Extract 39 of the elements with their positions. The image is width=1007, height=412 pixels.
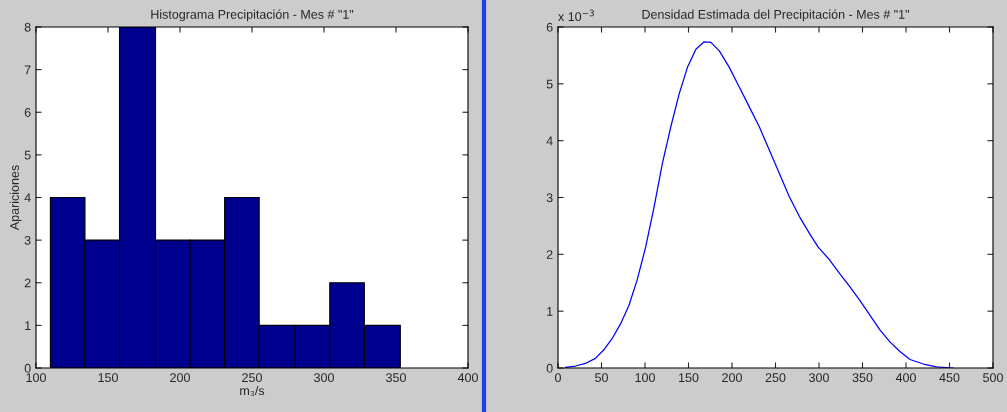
y-tick-label: 8 xyxy=(24,22,31,32)
x-tick-label: 150 xyxy=(98,373,118,383)
y-tick-label: 0 xyxy=(24,363,31,373)
x-tick-label: 200 xyxy=(722,373,742,383)
y-tick-label: 4 xyxy=(546,136,553,146)
y-tick-label: 3 xyxy=(24,235,31,245)
x-tick-label: 400 xyxy=(457,373,478,383)
chart-title: Histograma Precipitación - Mes # "1" xyxy=(151,9,354,22)
x-tick-label: 200 xyxy=(170,373,190,383)
y-tick-label: 4 xyxy=(24,193,31,203)
x-tick-label: 0 xyxy=(555,373,561,383)
x-tick-label: 300 xyxy=(809,373,829,383)
y-tick-label: 7 xyxy=(24,65,31,75)
y-tick-label: 0 xyxy=(546,363,553,373)
y-tick-label: 6 xyxy=(546,22,553,32)
text: x 10$^{−3}$ xyxy=(558,9,594,22)
y-tick-label: 5 xyxy=(546,79,553,89)
y-tick-label: 1 xyxy=(547,307,553,316)
y-tick-label: 6 xyxy=(24,108,31,117)
x-tick-label: 100 xyxy=(26,373,46,383)
chart-title: Densidad Estimada del Precipitación - Mes # "1" xyxy=(642,9,909,22)
x-tick-label: 350 xyxy=(386,373,406,383)
y-tick-label: 2 xyxy=(546,250,553,259)
x-tick-label: 400 xyxy=(895,373,916,383)
x-axis-title: m₃/s xyxy=(240,385,265,397)
y-tick-label: 1 xyxy=(25,321,31,330)
x-tick-label: 450 xyxy=(939,373,960,383)
x-tick-label: 350 xyxy=(852,373,873,383)
x-tick-label: 500 xyxy=(983,373,1003,383)
y-tick-label: 5 xyxy=(24,150,31,160)
x-tick-label: 50 xyxy=(595,373,608,383)
x-tick-label: 250 xyxy=(242,373,262,383)
x-tick-label: 250 xyxy=(765,373,786,383)
x-tick-label: 150 xyxy=(679,373,699,383)
x-tick-label: 300 xyxy=(314,373,334,383)
y-tick-label: 3 xyxy=(546,193,553,203)
y-axis-title: Apariciones xyxy=(9,165,22,231)
y-tick-label: 2 xyxy=(24,278,31,288)
x-tick-label: 100 xyxy=(635,373,655,383)
